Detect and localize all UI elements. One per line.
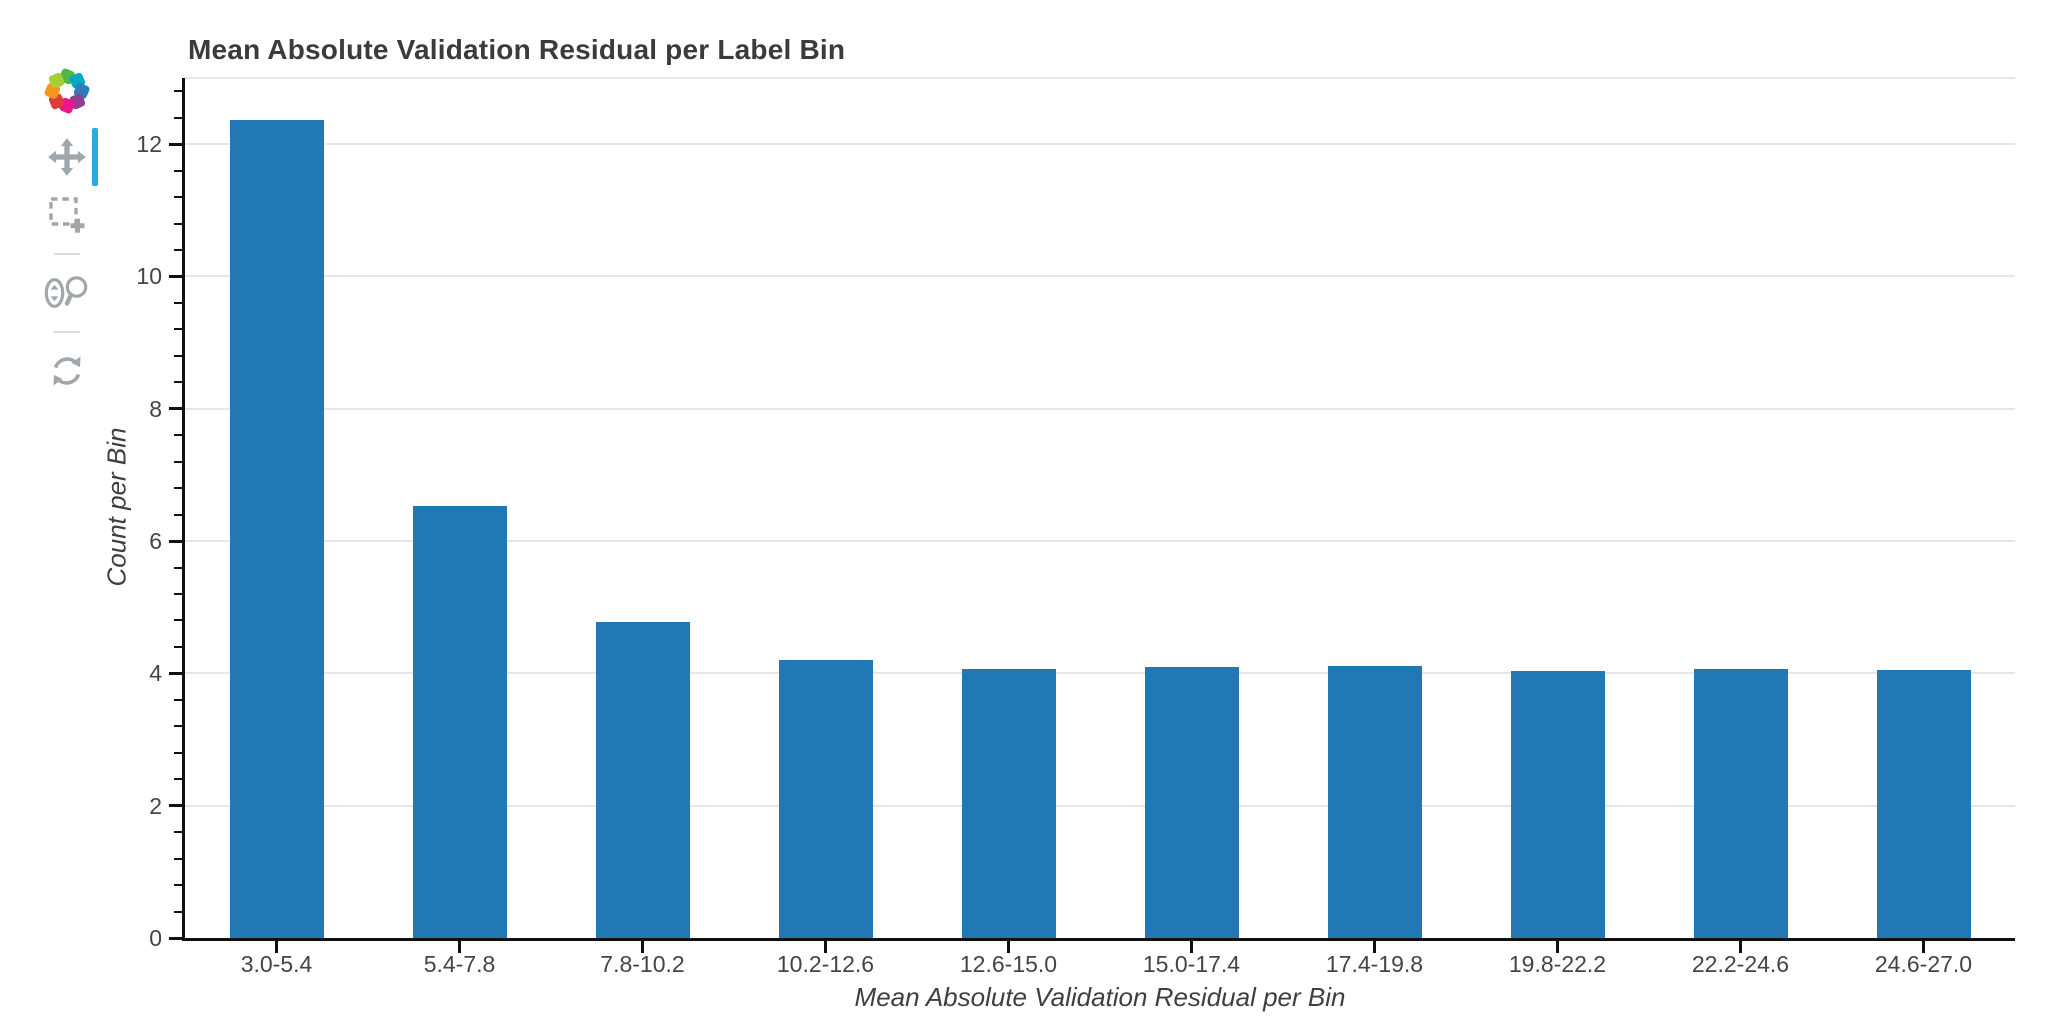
reset-icon [47, 351, 87, 391]
bar [1876, 670, 1971, 938]
y-minor-tick [174, 884, 182, 887]
wheel-zoom-tool-button[interactable] [38, 264, 96, 322]
y-minor-tick [174, 593, 182, 595]
y-major-tick [169, 539, 182, 543]
y-minor-tick [174, 328, 182, 331]
y-minor-tick [174, 249, 182, 251]
y-tick-label: 8 [149, 395, 162, 422]
y-gridline [185, 407, 2015, 410]
y-tick-label: 6 [149, 528, 162, 555]
bar [1693, 669, 1788, 938]
bokeh-toolbar [38, 68, 98, 400]
y-axis-label: Count per Bin [101, 427, 132, 587]
bar [778, 660, 873, 938]
y-minor-tick [174, 222, 182, 225]
y-major-tick [169, 671, 182, 675]
x-major-tick [275, 941, 278, 953]
y-minor-tick [174, 434, 182, 437]
y-tick-label: 4 [149, 660, 162, 687]
y-major-tick [169, 274, 182, 278]
x-tick-label: 15.0-17.4 [1142, 951, 1241, 977]
y-minor-tick [174, 381, 182, 384]
x-major-tick [641, 941, 644, 953]
y-minor-tick [174, 645, 182, 648]
box-zoom-tool-button[interactable] [38, 186, 96, 244]
y-major-tick [169, 936, 182, 940]
x-major-tick [1007, 941, 1010, 953]
y-tick-label: 12 [136, 131, 162, 158]
y-minor-tick [174, 857, 182, 860]
y-minor-tick [174, 831, 182, 834]
y-minor-tick [174, 778, 182, 781]
x-major-tick [458, 941, 461, 953]
x-tick-label: 3.0-5.4 [240, 951, 313, 977]
y-minor-tick [174, 751, 182, 754]
y-minor-tick [174, 354, 182, 357]
reset-tool-button[interactable] [38, 342, 96, 400]
y-minor-tick [174, 301, 182, 304]
x-tick-label: 10.2-12.6 [776, 951, 875, 977]
y-major-tick [169, 804, 182, 808]
x-major-tick [1556, 941, 1559, 953]
toolbar-separator [54, 253, 80, 255]
y-axis-line [182, 78, 185, 941]
bar [229, 119, 324, 938]
y-gridline [185, 540, 2015, 543]
y-tick-label: 2 [149, 792, 162, 819]
x-tick-label: 12.6-15.0 [959, 951, 1058, 977]
chart-title: Mean Absolute Validation Residual per La… [188, 34, 846, 65]
y-major-tick [169, 142, 182, 146]
y-gridline [185, 804, 2015, 807]
bar [961, 669, 1056, 938]
bokeh-logo-icon[interactable] [44, 68, 90, 114]
y-minor-tick [174, 513, 182, 516]
y-minor-tick [174, 169, 182, 172]
x-axis-label: Mean Absolute Validation Residual per Bi… [854, 982, 1346, 1012]
pan-tool-button[interactable] [38, 128, 98, 186]
toolbar-separator [54, 331, 80, 333]
x-major-tick [1190, 941, 1193, 953]
y-minor-tick [174, 725, 182, 728]
x-tick-label: 19.8-22.2 [1508, 951, 1607, 977]
x-axis-line [182, 938, 2015, 941]
x-tick-label: 17.4-19.8 [1325, 951, 1424, 977]
plot-outline-top [185, 77, 2015, 79]
y-tick-label: 10 [136, 263, 162, 290]
x-tick-label: 7.8-10.2 [600, 951, 685, 977]
wheel-zoom-icon [44, 274, 90, 312]
y-minor-tick [174, 116, 182, 119]
bar [1144, 666, 1239, 938]
x-major-tick [1922, 941, 1925, 953]
y-minor-tick [174, 619, 182, 622]
y-gridline [185, 672, 2015, 675]
y-gridline [185, 143, 2015, 146]
x-tick-label: 24.6-27.0 [1874, 951, 1973, 977]
y-major-tick [169, 407, 182, 411]
y-minor-tick [174, 566, 182, 569]
pan-icon [47, 137, 87, 177]
y-minor-tick [174, 910, 182, 913]
x-major-tick [1739, 941, 1742, 953]
x-major-tick [824, 941, 827, 953]
bar [1327, 666, 1422, 938]
y-minor-tick [174, 487, 182, 490]
x-major-tick [1373, 941, 1376, 953]
y-minor-tick [174, 196, 182, 199]
y-minor-tick [174, 460, 182, 463]
box-zoom-icon [47, 195, 87, 235]
bar [595, 622, 690, 938]
bar [412, 506, 507, 938]
y-gridline [185, 275, 2015, 278]
y-tick-label: 0 [149, 925, 162, 951]
x-tick-label: 5.4-7.8 [423, 951, 496, 977]
x-tick-label: 22.2-24.6 [1691, 951, 1790, 977]
bar [1510, 671, 1605, 938]
y-minor-tick [174, 90, 182, 93]
y-minor-tick [174, 698, 182, 701]
